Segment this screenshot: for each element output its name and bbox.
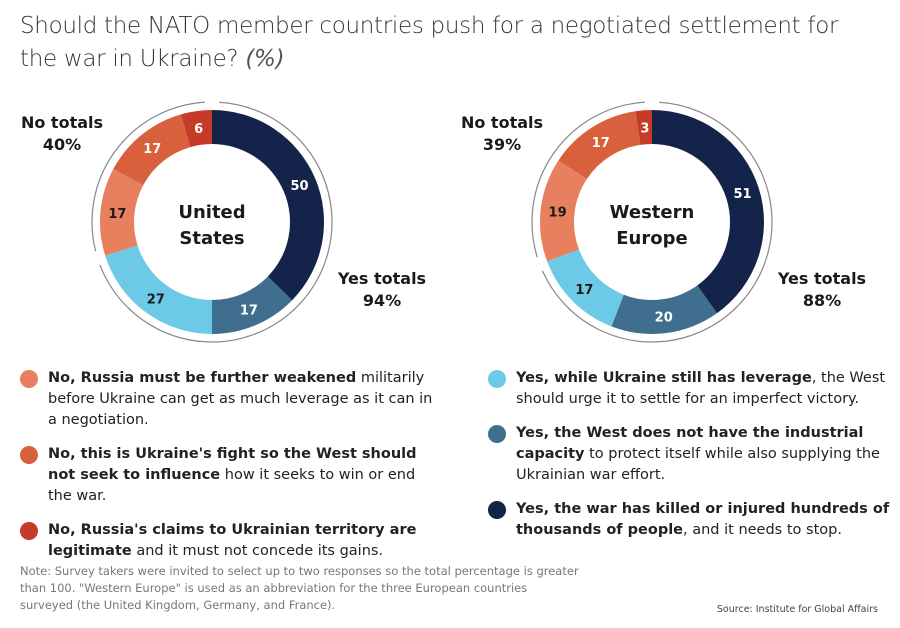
legend-bold-text: No, this is Ukraine's fight so the West … xyxy=(48,446,417,483)
legend-swatch-icon xyxy=(488,425,506,443)
donut-segment-no-legitimate xyxy=(180,110,212,148)
donut-segment-yes-killed xyxy=(652,110,765,314)
donut-segment-no-weakened xyxy=(540,160,587,262)
yes-totals-value: 88% xyxy=(803,291,841,310)
donut-center-label: Western xyxy=(610,202,695,223)
legend-bold-text: No, Russia must be further weakened xyxy=(48,370,357,386)
legend-item-no-weakened: No, Russia must be further weakened mili… xyxy=(20,368,440,431)
segment-value-label: 3 xyxy=(640,121,649,136)
legend-swatch-icon xyxy=(488,501,506,519)
donut-segment-yes-killed xyxy=(212,110,325,301)
legend-swatch-icon xyxy=(20,446,38,464)
legend-text: and it must not concede its gains. xyxy=(131,543,384,559)
segment-value-label: 51 xyxy=(733,187,751,202)
legend-swatch-icon xyxy=(20,370,38,388)
legend-swatch-icon xyxy=(20,522,38,540)
legend-item-yes-leverage: Yes, while Ukraine still has leverage, t… xyxy=(488,368,900,410)
legend-item-yes-capacity: Yes, the West does not have the industri… xyxy=(488,423,900,486)
legend-bold-text: Yes, the West does not have the industri… xyxy=(516,425,864,462)
segment-value-label: 27 xyxy=(147,293,165,308)
legend-swatch-icon xyxy=(488,370,506,388)
legend-item-yes-killed: Yes, the war has killed or injured hundr… xyxy=(488,499,900,541)
donut-charts: 50 17 27 17 17 6 United States No totals 40% Yes t… xyxy=(21,101,866,343)
donut-center-label: Europe xyxy=(616,228,687,249)
yes-totals-bracket-arc xyxy=(541,101,773,343)
legend-text: militarily before Ukraine can get as muc… xyxy=(48,370,433,428)
title-unit: (%) xyxy=(245,46,285,72)
donut-segment-yes-capacity xyxy=(611,285,717,334)
donut-segment-no-legitimate xyxy=(635,110,652,145)
no-totals-label: No totals xyxy=(461,113,543,132)
donut-segment-yes-leverage xyxy=(105,245,212,334)
legend-item-no-legitimate: No, Russia's claims to Ukrainian territo… xyxy=(20,520,440,562)
legend-text: how it seeks to win or end the war. xyxy=(48,467,416,504)
yes-totals-label: Yes totals xyxy=(777,269,866,288)
legend-no-responses: No, Russia must be further weakened mili… xyxy=(20,368,440,575)
no-totals-value: 39% xyxy=(483,135,521,154)
no-totals-bracket-arc xyxy=(531,101,645,258)
donut-center-label: United xyxy=(178,202,245,223)
footnote: Note: Survey takers were invited to sele… xyxy=(20,564,579,612)
segment-value-label: 17 xyxy=(592,136,610,151)
segment-value-label: 50 xyxy=(291,179,309,194)
legend-bold-text: No, Russia's claims to Ukrainian territo… xyxy=(48,522,417,559)
segment-value-label: 20 xyxy=(655,310,673,325)
legend-text: to protect itself while also supplying t… xyxy=(516,446,880,483)
donut-united-states: 50 17 27 17 17 6 United States No totals 40% Yes t… xyxy=(21,101,426,343)
segment-value-label: 17 xyxy=(240,304,258,319)
no-totals-bracket-arc xyxy=(91,101,205,252)
donut-center-label: States xyxy=(179,228,244,249)
segment-value-label: 19 xyxy=(549,205,567,220)
no-totals-value: 40% xyxy=(43,135,81,154)
legend-bold-text: Yes, the war has killed or injured hundr… xyxy=(516,501,890,538)
legend-text: , the West should urge it to settle for … xyxy=(516,370,886,407)
donut-segment-yes-capacity xyxy=(212,276,293,334)
legend-bold-text: Yes, while Ukraine still has leverage xyxy=(516,370,812,386)
donut-segment-yes-leverage xyxy=(547,249,624,327)
yes-totals-value: 94% xyxy=(363,291,401,310)
donut-segment-no-weakened xyxy=(99,169,144,256)
segment-value-label: 17 xyxy=(575,283,593,298)
no-totals-label: No totals xyxy=(21,113,103,132)
segment-value-label: 17 xyxy=(108,207,126,222)
legend-item-no-ukraines-fight: No, this is Ukraine's fight so the West … xyxy=(20,444,440,507)
legend-text: , and it needs to stop. xyxy=(683,522,842,538)
legend-yes-responses: Yes, while Ukraine still has leverage, t… xyxy=(488,368,900,554)
yes-totals-bracket-arc xyxy=(99,101,333,343)
source-credit: Source: Institute for Global Affairs xyxy=(716,604,878,615)
chart-title: Should the NATO member countries push fo… xyxy=(20,10,880,76)
segment-value-label: 6 xyxy=(194,122,203,137)
donut-segment-no-ukraines-fight xyxy=(558,111,641,180)
donut-segment-no-ukraines-fight xyxy=(113,114,191,186)
title-text: Should the NATO member countries push fo… xyxy=(20,13,839,72)
donut-western-europe: 51 20 17 19 17 3 Western Europe No totals 39% Yes … xyxy=(461,101,866,343)
segment-value-label: 17 xyxy=(143,142,161,157)
yes-totals-label: Yes totals xyxy=(337,269,426,288)
